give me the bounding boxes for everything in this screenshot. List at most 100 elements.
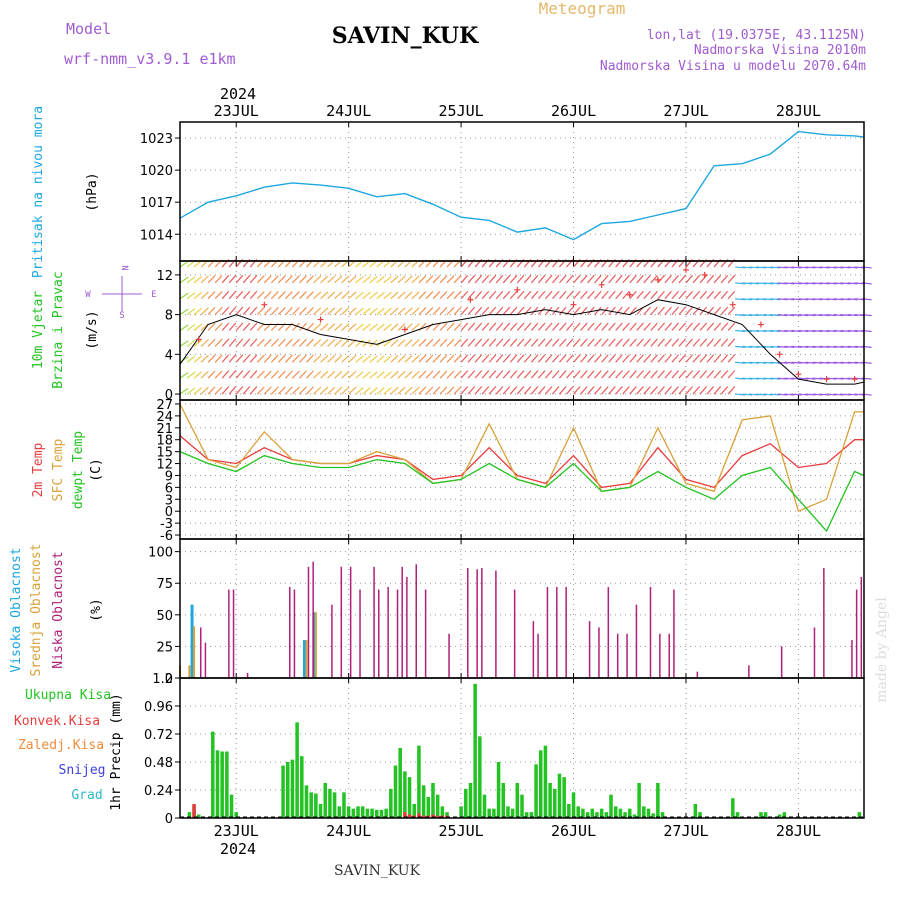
gust-marker (654, 276, 661, 283)
wind-barb (411, 323, 420, 331)
wind-barb (664, 274, 672, 284)
wind-barb (228, 338, 237, 347)
wind-barb (263, 370, 272, 379)
wind-barb (798, 377, 809, 380)
wind-barb (355, 307, 364, 316)
wind-barb (214, 275, 223, 284)
wind-barb (228, 354, 237, 363)
wind-barb (186, 371, 196, 379)
wind-barb (376, 387, 385, 395)
wind-barb (671, 338, 679, 347)
wind-barb (657, 322, 665, 331)
wind-barb (840, 361, 851, 364)
wind-barb (509, 354, 518, 363)
wind-barb (376, 275, 385, 284)
wind-barb (727, 386, 736, 395)
wind-barb (369, 307, 378, 316)
wind-barb (713, 322, 722, 331)
precip-total-bar (332, 792, 337, 818)
wind-barb (284, 386, 293, 395)
wind-barb (327, 307, 336, 316)
wind-barb (432, 354, 441, 363)
wind-barb (179, 308, 189, 316)
wind-barb (685, 386, 694, 395)
wind-barb (214, 370, 223, 379)
wind-barb (235, 306, 244, 316)
cloud-low-bar (199, 627, 202, 678)
meteogram-label: Meteogram (539, 0, 626, 18)
wind-barb (292, 275, 300, 284)
wind-barb (256, 338, 265, 347)
wind-barb (277, 354, 286, 363)
wind-barb (826, 298, 837, 301)
wind-barb (411, 370, 420, 379)
cloud-low-bar (396, 589, 399, 678)
wind-barb (770, 345, 781, 348)
y-tick-label: 0.48 (144, 756, 173, 771)
wind-barb (390, 386, 399, 395)
precip-total-bar (529, 812, 534, 818)
day-label-bottom: 26JUL (551, 822, 596, 840)
precip-total-bar (323, 783, 327, 818)
precip-total-bar (492, 808, 496, 818)
gust-marker (570, 301, 577, 308)
wind-barb (685, 306, 694, 316)
wind-barb (221, 306, 230, 316)
wind-barb (833, 266, 844, 269)
cloud-low-bar (481, 568, 483, 678)
wind-barb (425, 275, 434, 284)
wind-barb (383, 307, 392, 316)
wind-barb (432, 275, 441, 284)
sfc-temp-line (179, 403, 864, 513)
wind-barb (756, 361, 767, 364)
y-tick-label: 4 (165, 348, 173, 363)
wind-barb (699, 290, 708, 300)
cloud-low-bar (673, 589, 675, 678)
compass-e: E (151, 290, 156, 300)
wind-barb (805, 377, 816, 380)
precip-ylabel: 1hr Precip (mm) (109, 693, 124, 810)
wind-barb (692, 338, 701, 347)
precip-conv-bar (417, 813, 421, 818)
y-tick-label: 1020 (140, 164, 173, 179)
y-tick-label: 1017 (140, 196, 173, 211)
wind-barb (242, 306, 251, 316)
wind-barb (249, 354, 258, 363)
precip-total-bar (524, 812, 529, 818)
wind-barb (256, 370, 265, 379)
wind-barb (369, 387, 378, 395)
wind-barb (474, 322, 483, 331)
precip-legend-hail: Grad (71, 788, 102, 803)
wind-barb (432, 386, 441, 395)
y-tick-label: 24 (156, 410, 173, 425)
wind-barb (376, 291, 385, 300)
wind-barb (516, 386, 525, 395)
wind-barb (552, 370, 560, 379)
precip-total-bar (660, 812, 665, 818)
wind-barb (453, 386, 462, 395)
precip-total-bar (440, 806, 445, 818)
wind-barb (348, 275, 357, 284)
wind-barb (348, 291, 357, 300)
wind-barb (467, 290, 476, 300)
wind-barb (692, 386, 701, 395)
y-tick-label: 0 (165, 672, 173, 687)
dewpt-line (179, 451, 865, 533)
wind-barb (601, 274, 609, 284)
wind-barb (727, 322, 736, 331)
wind-barb (228, 370, 237, 379)
wind-barb (657, 354, 665, 363)
wind-barb (446, 354, 455, 363)
wind-barb (446, 386, 455, 395)
wind-barb (735, 298, 746, 301)
cloud-low-bar (513, 589, 516, 678)
precip-total-bar (482, 794, 487, 818)
wind-barb (418, 338, 427, 347)
wind-barb (587, 322, 595, 331)
wind-barb (242, 322, 251, 331)
precip-total-bar (342, 792, 346, 818)
wind-barb (847, 282, 858, 285)
cloud-mid-bar (305, 640, 308, 678)
wind-barb (833, 377, 844, 380)
